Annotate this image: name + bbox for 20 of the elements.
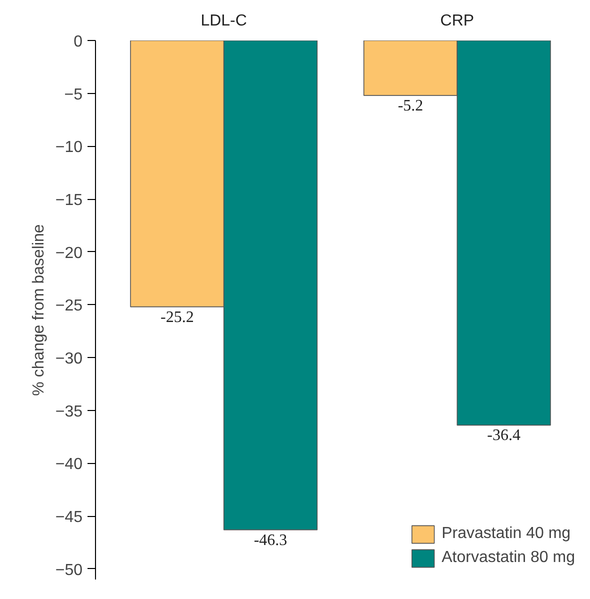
legend-label: Atorvastatin 80 mg: [442, 549, 575, 567]
data-label: -36.4: [487, 427, 520, 444]
y-tick-label: −5: [64, 86, 83, 104]
data-label: -5.2: [398, 97, 424, 114]
y-tick-label: −35: [55, 403, 83, 420]
y-tick-label: −10: [55, 139, 83, 156]
data-label: -46.3: [254, 532, 288, 549]
y-tick-label: −50: [55, 562, 83, 579]
y-tick-label: −25: [55, 298, 83, 315]
legend-label: Pravastatin 40 mg: [442, 525, 571, 543]
y-axis-title: % change from baseline: [30, 224, 48, 396]
x-tick-label: CRP: [440, 12, 474, 30]
y-tick-label: 0: [74, 34, 83, 50]
y-tick-label: −40: [55, 456, 83, 474]
y-tick-label: −15: [55, 192, 83, 210]
x-tick-label: LDL-C: [200, 12, 247, 30]
data-label: -25.2: [160, 308, 194, 326]
y-tick-label: −45: [55, 509, 83, 526]
y-tick-label: −20: [55, 244, 83, 262]
y-tick-label: −30: [55, 350, 83, 368]
